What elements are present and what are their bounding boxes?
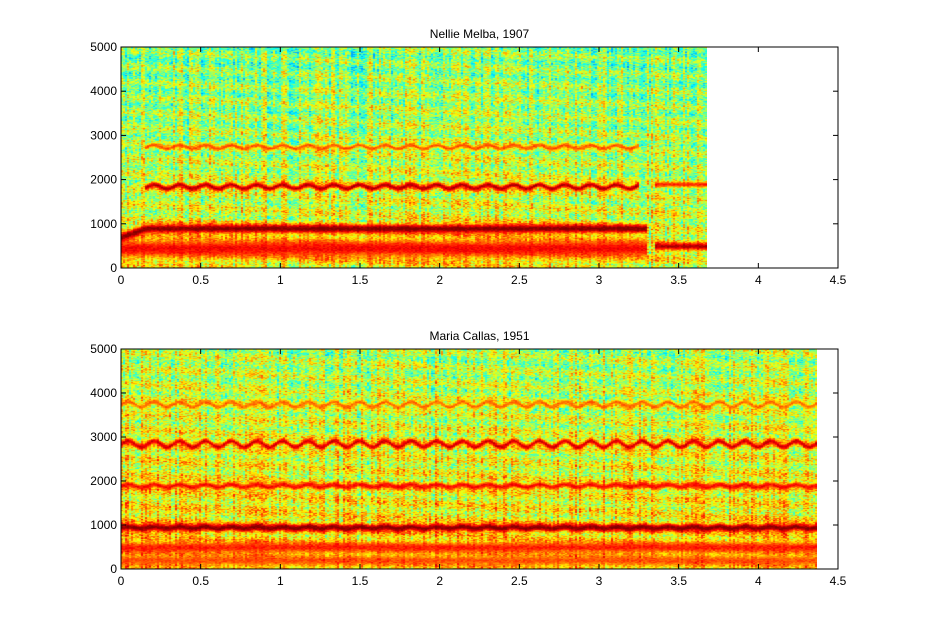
y-tick-label: 1000 [90,518,117,532]
chart-title: Nellie Melba, 1907 [430,27,530,41]
x-tick-label: 4 [755,273,762,287]
subplot-1: 0 0.5 1 1.5 2 2.5 3 3.5 4 4.5 0 1000 2000 3000 4000 500… [90,27,846,287]
x-tick-label: 1 [277,273,284,287]
chart-title: Maria Callas, 1951 [429,329,529,343]
x-tick-label: 3 [596,273,603,287]
y-tick-label: 2000 [90,173,117,187]
y-tick-label: 2000 [90,474,117,488]
x-tick-label: 1 [277,574,284,588]
y-tick-label: 4000 [90,84,117,98]
x-tick-label: 0.5 [192,273,209,287]
x-tick-label: 1.5 [352,273,369,287]
y-tick-label: 5000 [90,40,117,54]
x-tick-label: 4.5 [830,574,847,588]
x-tick-label: 1.5 [352,574,369,588]
x-tick-label: 2 [436,273,443,287]
axes-box [120,46,839,269]
x-tick-label: 4 [755,574,762,588]
x-tick-label: 2 [436,574,443,588]
subplot-2: 0 0.5 1 1.5 2 2.5 3 3.5 4 4.5 0 1000 2000 3000 4000 500… [90,329,846,588]
y-tick-label: 4000 [90,386,117,400]
x-tick-label: 4.5 [830,273,847,287]
y-tick-label: 0 [110,562,117,576]
x-tick-label: 3.5 [670,574,687,588]
spectrogram-image [121,47,707,268]
y-tick-label: 3000 [90,128,117,142]
y-tick-label: 0 [110,261,117,275]
x-tick-label: 2.5 [511,574,528,588]
y-tick-label: 3000 [90,430,117,444]
spectrogram-image [121,349,817,569]
x-tick-label: 3 [596,574,603,588]
x-tick-label: 0 [118,574,125,588]
x-tick-label: 0 [118,273,125,287]
y-tick-label: 1000 [90,217,117,231]
axes-box [120,348,839,570]
x-tick-label: 2.5 [511,273,528,287]
y-tick-label: 5000 [90,342,117,356]
x-tick-label: 3.5 [670,273,687,287]
x-tick-label: 0.5 [192,574,209,588]
